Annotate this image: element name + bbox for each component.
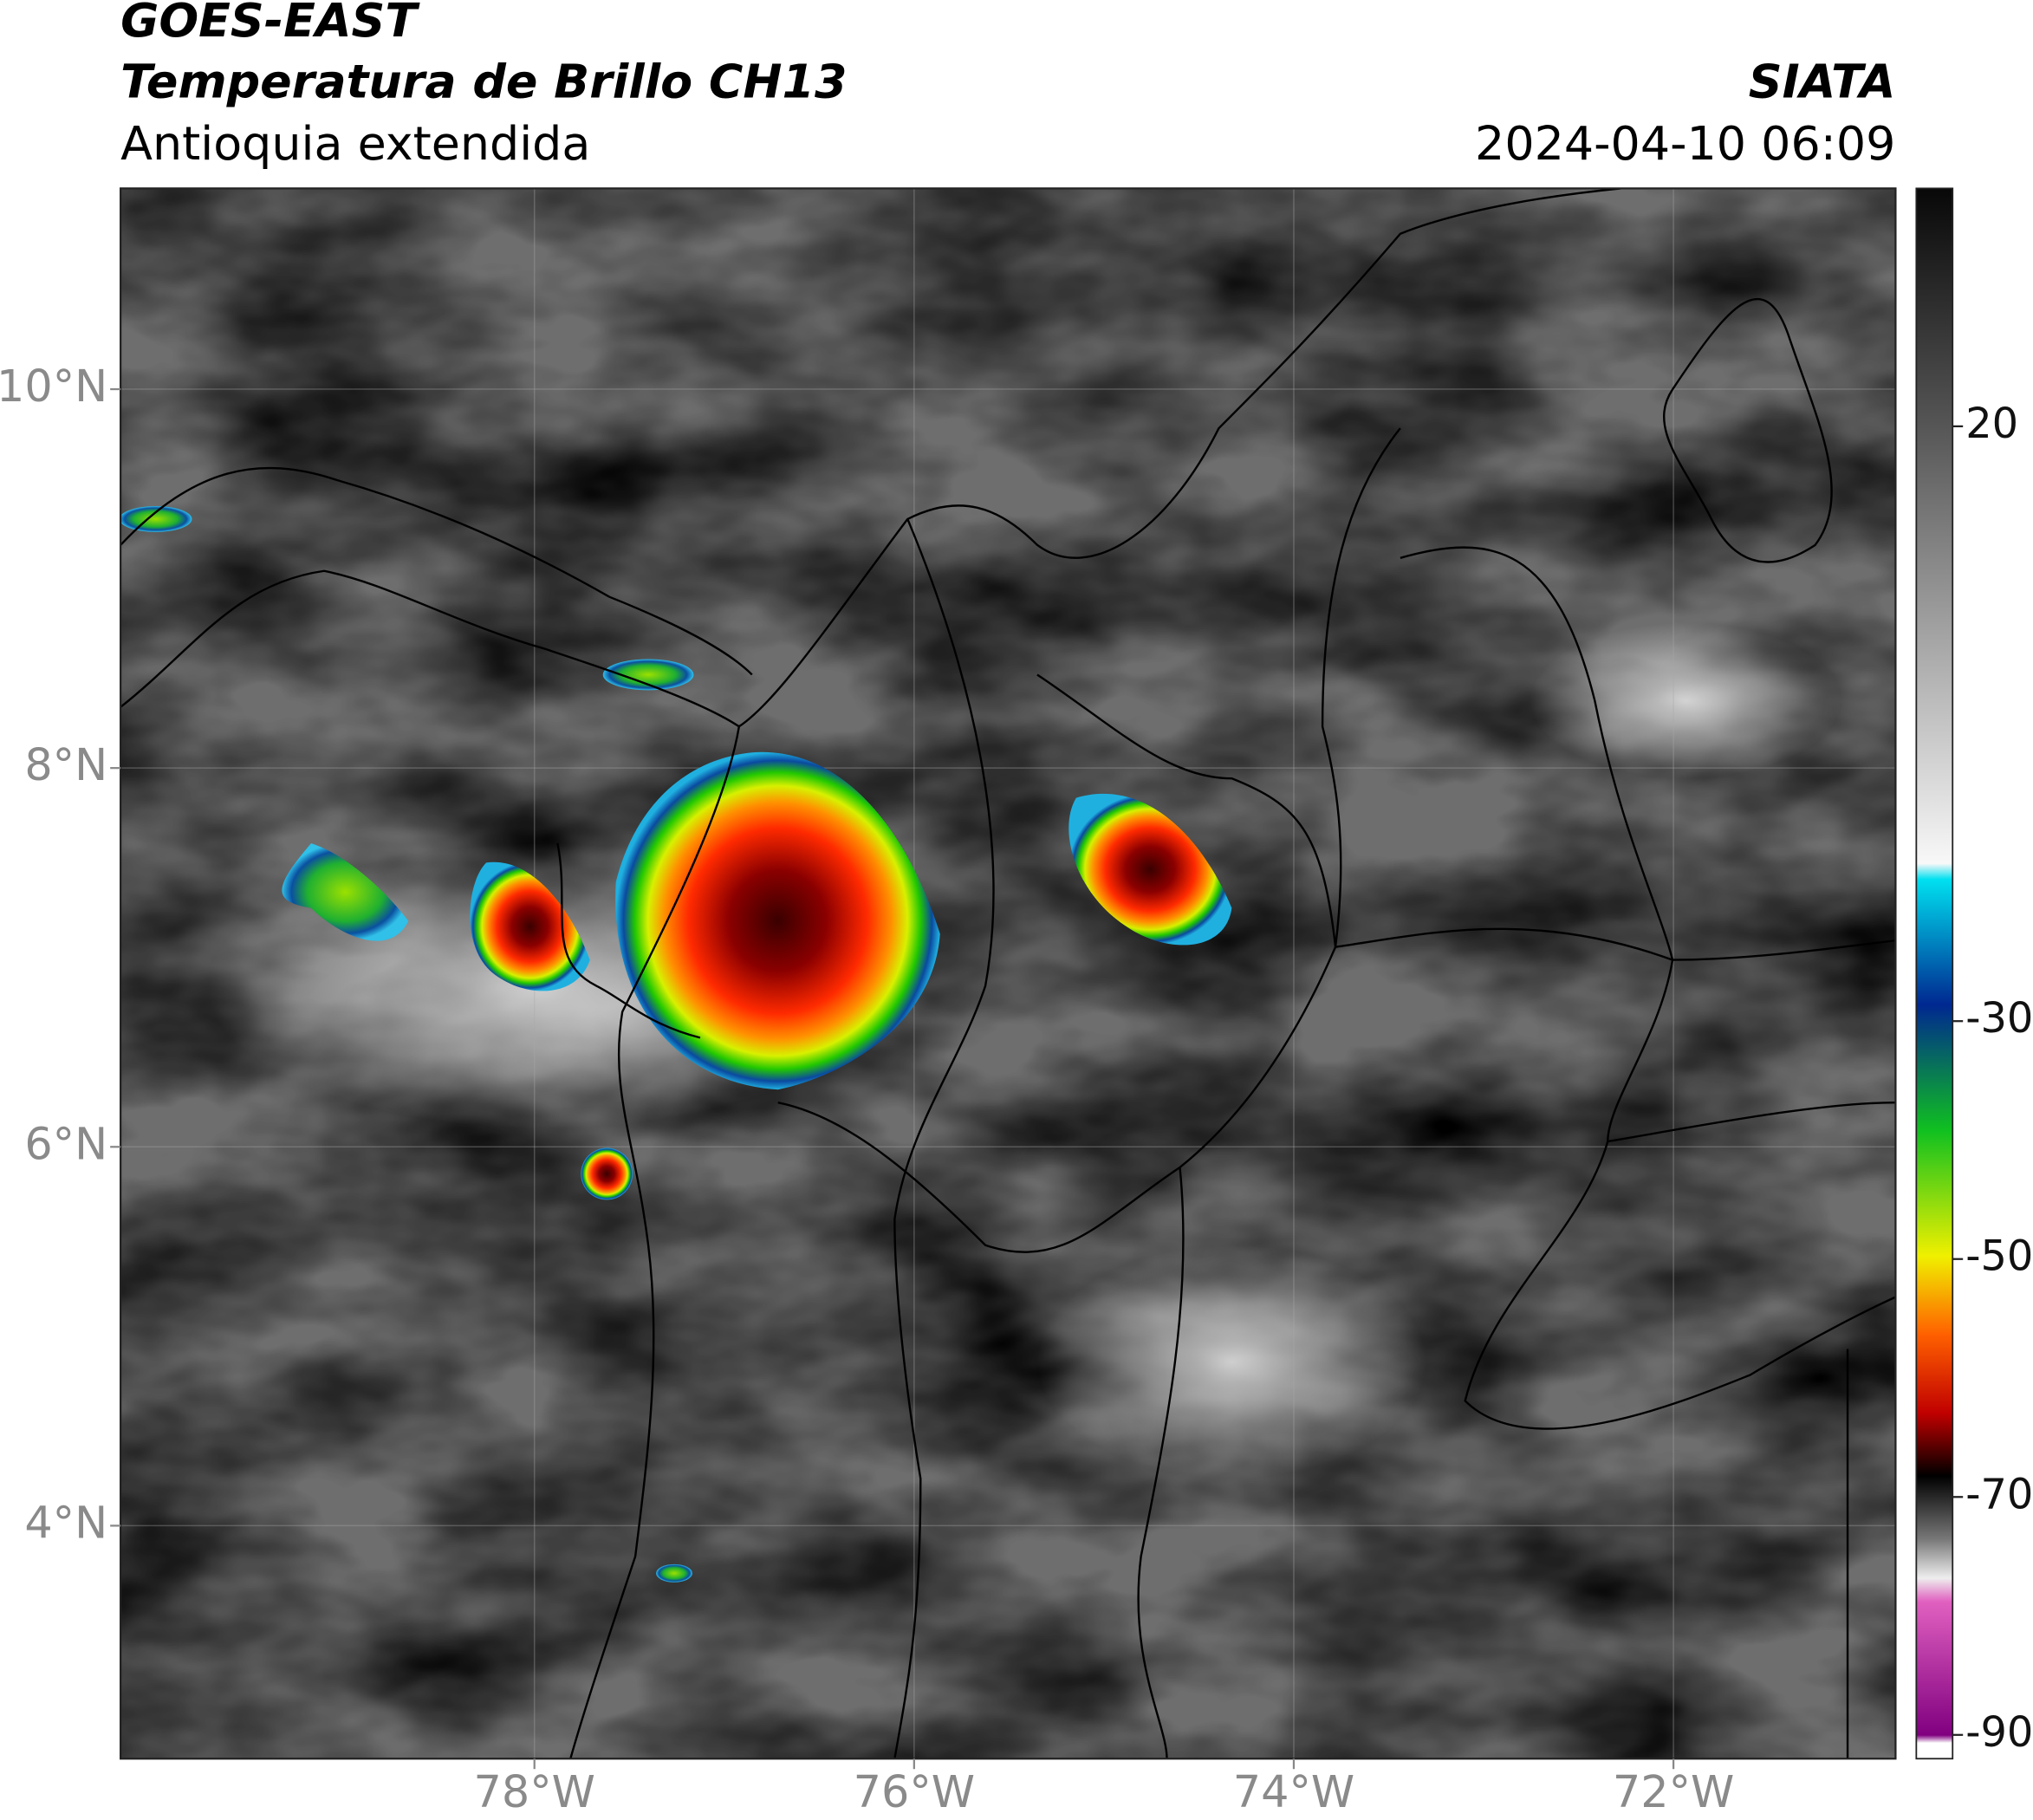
weak-cell bbox=[656, 1563, 692, 1583]
colorbar bbox=[1915, 187, 1954, 1760]
colorbar-tick-label: -90 bbox=[1965, 1709, 2033, 1757]
y-tick-label: 10°N bbox=[0, 361, 107, 412]
x-tick-label: 78°W bbox=[473, 1766, 594, 1817]
colorbar-tick-label: -30 bbox=[1965, 995, 2033, 1043]
labels: 78°W 76°W 74°W 72°W 10°N 8°N 6°N 4°N 20 -30 -50 -70… bbox=[0, 361, 2033, 1817]
subtitle: Temperatura de Brillo CH13 bbox=[120, 54, 847, 108]
x-tick-label: 74°W bbox=[1233, 1766, 1354, 1817]
y-tick-label: 6°N bbox=[24, 1118, 107, 1169]
storm-cell bbox=[470, 861, 590, 991]
cloud-glow bbox=[1530, 622, 1841, 779]
grid bbox=[120, 188, 1896, 1759]
y-tick-label: 4°N bbox=[24, 1497, 107, 1548]
storm-cell bbox=[615, 751, 940, 1090]
source: SIATA bbox=[1749, 54, 1896, 108]
colorbar-tick-label: -70 bbox=[1965, 1471, 2033, 1518]
region: Antioquia extendida bbox=[120, 116, 590, 171]
storm-cell bbox=[1068, 793, 1232, 946]
cloud-glow bbox=[1036, 1245, 1426, 1479]
borders bbox=[120, 188, 1896, 1759]
weak-cell bbox=[602, 659, 694, 691]
x-tick-label: 76°W bbox=[854, 1766, 975, 1817]
weak-cell bbox=[282, 842, 409, 941]
datetime: 2024-04-10 06:09 bbox=[1475, 116, 1895, 171]
y-tick-label: 8°N bbox=[24, 739, 107, 790]
map-area bbox=[120, 188, 1896, 1759]
map-frame bbox=[120, 187, 1897, 1760]
title: GOES-EAST bbox=[120, 0, 420, 48]
x-tick-label: 72°W bbox=[1613, 1766, 1734, 1817]
storm-cell bbox=[581, 1147, 633, 1200]
colorbar-tick-label: 20 bbox=[1965, 400, 2018, 448]
colorbar-tick-label: -50 bbox=[1965, 1233, 2033, 1281]
weak-cell bbox=[120, 505, 192, 532]
